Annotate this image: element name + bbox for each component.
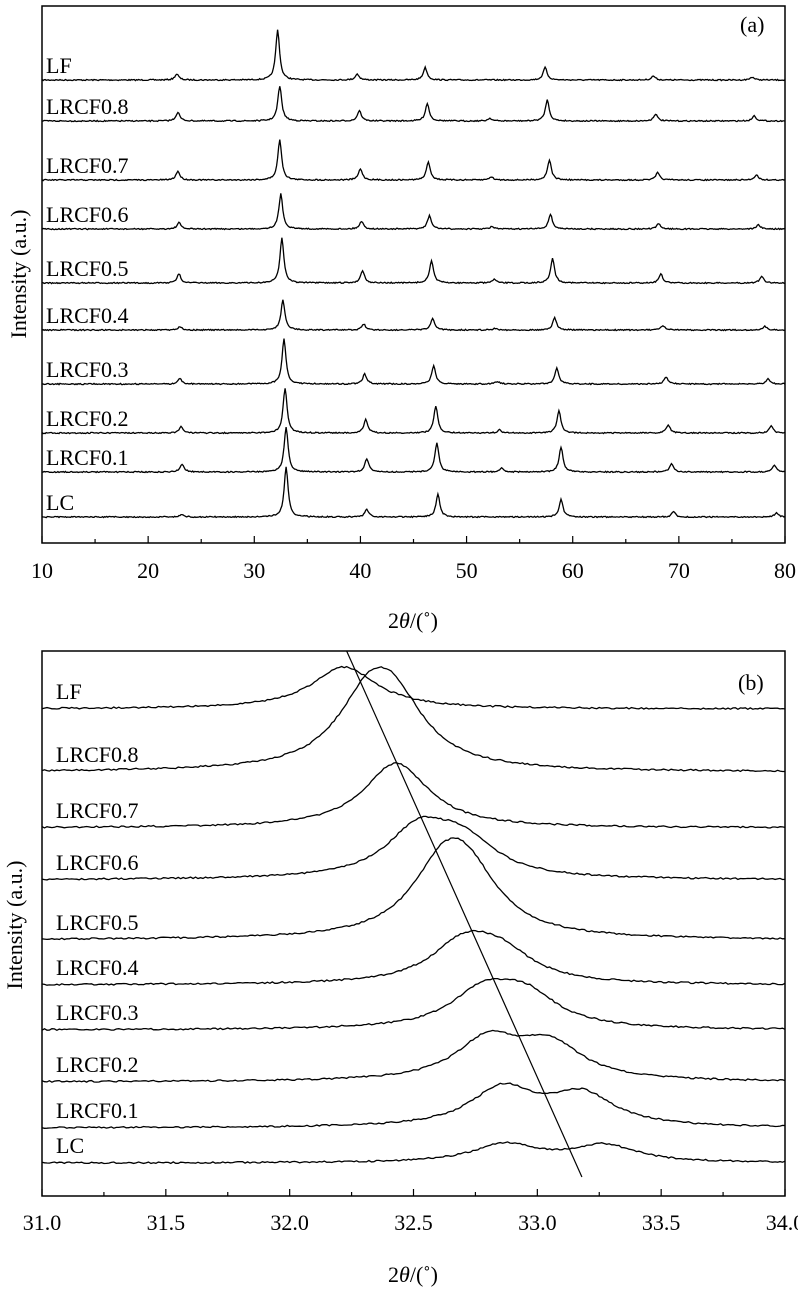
series-label-lc-b: LC: [56, 1133, 84, 1158]
series-label-lrcf0-6-a: LRCF0.6: [46, 202, 129, 227]
series-label-lc-a: LC: [46, 490, 74, 515]
panel-b-frame: [41, 650, 786, 1197]
series-label-lrcf0-5-a: LRCF0.5: [46, 256, 129, 281]
x-tick-label-a: 70: [668, 558, 690, 583]
x-tick-label-b: 33.0: [518, 1210, 557, 1235]
series-label-lrcf0-1-b: LRCF0.1: [56, 1098, 139, 1123]
x-tick-label-b: 33.5: [642, 1210, 681, 1235]
series-line-lrcf0-1-b: [41, 1082, 786, 1129]
x-tick-label-a: 80: [774, 558, 796, 583]
panel-a-x-axis: 10 20 30 40 50 60 70 80: [31, 536, 796, 583]
x-tick-label-b: 31.0: [23, 1210, 62, 1235]
series-label-lrcf0-1-a: LRCF0.1: [46, 445, 129, 470]
x-tick-label-a: 20: [137, 558, 159, 583]
series-label-lrcf0-4-a: LRCF0.4: [46, 303, 129, 328]
series-line-lrcf0-6-b: [41, 815, 786, 881]
panel-a-chart: LF LRCF0.8 LRCF0.7 LRCF0.6 LRCF0.5 LRCF0.4 LRC…: [6, 5, 796, 633]
panel-b-series-group: [41, 665, 786, 1165]
series-line-lrcf0-3-b: [41, 977, 786, 1032]
x-tick-label-a: 10: [31, 558, 53, 583]
series-line-lf-b: [41, 665, 786, 711]
panel-b-label: (b): [738, 670, 764, 695]
series-line-lrcf0-4-b: [41, 929, 786, 986]
series-label-lrcf0-7-b: LRCF0.7: [56, 798, 139, 823]
series-label-lrcf0-2-b: LRCF0.2: [56, 1052, 139, 1077]
x-tick-label-b: 34.0: [766, 1210, 798, 1235]
x-tick-label-a: 40: [349, 558, 371, 583]
series-line-lrcf0-8-b: [41, 666, 785, 773]
x-tick-label-b: 32.0: [270, 1210, 309, 1235]
series-line-lf-a: [41, 29, 786, 82]
x-tick-label-b: 32.5: [394, 1210, 433, 1235]
series-label-lrcf0-6-b: LRCF0.6: [56, 850, 139, 875]
series-line-lrcf0-8-a: [41, 86, 786, 123]
series-label-lrcf0-8-a: LRCF0.8: [46, 94, 129, 119]
series-label-lf-a: LF: [46, 53, 72, 78]
panel-b-x-axis-label: 2θ/(˚): [388, 1262, 438, 1287]
series-line-lc-a: [41, 466, 786, 519]
panel-b-y-axis-label: Intensity (a.u.): [2, 861, 27, 990]
x-tick-label-b: 31.5: [147, 1210, 186, 1235]
series-label-lrcf0-3-a: LRCF0.3: [46, 357, 129, 382]
x-tick-label-a: 30: [243, 558, 265, 583]
series-line-lrcf0-1-a: [42, 427, 786, 474]
x-tick-label-a: 50: [456, 558, 478, 583]
panel-a-frame: [41, 5, 786, 544]
panel-b-series-labels: LF LRCF0.8 LRCF0.7 LRCF0.6 LRCF0.5 LRCF0.4 LRC…: [56, 679, 139, 1158]
series-line-lrcf0-7-b: [41, 762, 786, 829]
series-label-lrcf0-4-b: LRCF0.4: [56, 955, 139, 980]
peak-shift-trend-line: [346, 650, 583, 1178]
x-tick-label-a: 60: [562, 558, 584, 583]
series-line-lrcf0-6-a: [41, 193, 786, 231]
series-line-lc-b: [41, 1141, 786, 1165]
panel-a-y-axis-label: Intensity (a.u.): [6, 210, 31, 339]
series-label-lrcf0-3-b: LRCF0.3: [56, 1000, 139, 1025]
series-line-lrcf0-3-a: [41, 338, 786, 386]
panel-a-x-axis-label: 2θ/(˚): [388, 608, 438, 633]
series-line-lrcf0-2-a: [41, 388, 786, 435]
series-label-lrcf0-7-a: LRCF0.7: [46, 153, 129, 178]
series-line-lrcf0-5-b: [41, 837, 786, 941]
panel-b-x-axis: 31.0 31.5 32.0 32.5 33.0 33.5 34.0: [23, 1189, 798, 1235]
series-label-lrcf0-2-a: LRCF0.2: [46, 406, 129, 431]
series-line-lrcf0-4-a: [41, 299, 786, 332]
series-label-lrcf0-5-b: LRCF0.5: [56, 910, 139, 935]
series-label-lf-b: LF: [56, 679, 82, 704]
panel-a-label: (a): [740, 12, 764, 37]
panel-a-series-labels: LF LRCF0.8 LRCF0.7 LRCF0.6 LRCF0.5 LRCF0.4 LRC…: [46, 53, 129, 515]
panel-b-trend-line-group: [346, 650, 583, 1178]
series-line-lrcf0-2-b: [41, 1029, 786, 1083]
panel-b-chart: LF LRCF0.8 LRCF0.7 LRCF0.6 LRCF0.5 LRCF0.4 LRC…: [2, 650, 798, 1287]
series-label-lrcf0-8-b: LRCF0.8: [56, 742, 139, 767]
panel-a-series-group: [41, 29, 786, 519]
series-line-lrcf0-5-a: [41, 237, 786, 285]
series-line-lrcf0-7-a: [41, 139, 786, 182]
